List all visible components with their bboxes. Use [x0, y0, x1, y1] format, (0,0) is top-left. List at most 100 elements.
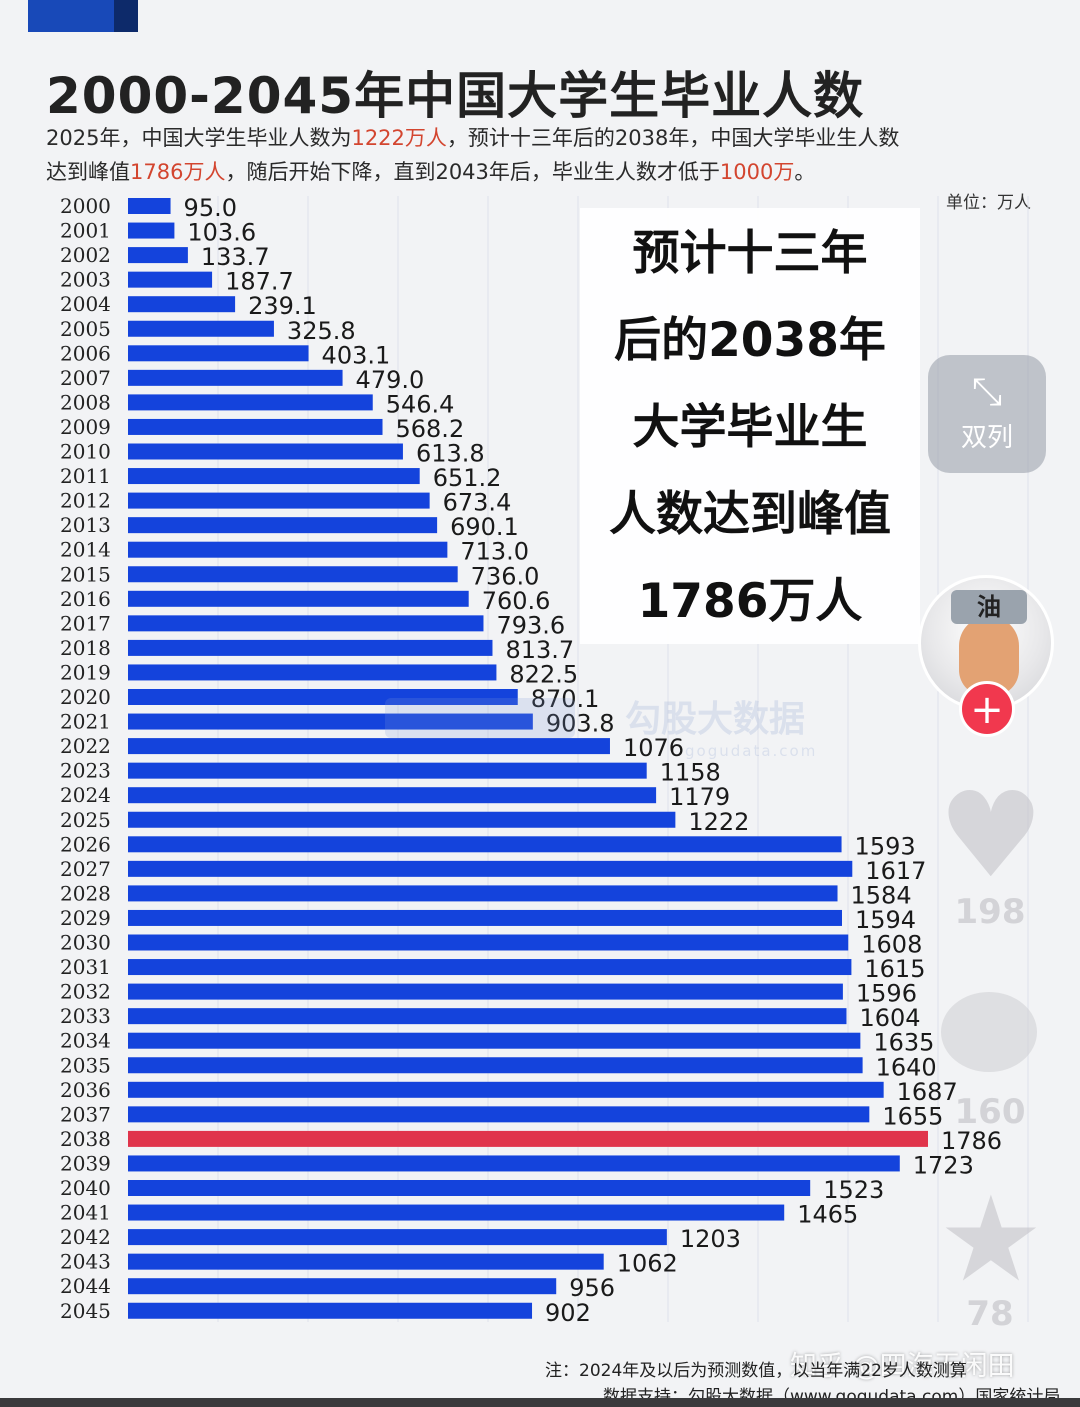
year-tick-label: 2019	[60, 660, 111, 684]
bar	[128, 983, 843, 1000]
bar-value-label: 690.1	[450, 513, 519, 541]
year-tick-label: 2026	[60, 832, 111, 856]
bar	[128, 1302, 533, 1319]
watermark-logo	[385, 698, 575, 738]
bar-value-label: 546.4	[386, 390, 455, 418]
comment-count: 160	[954, 1092, 1026, 1132]
year-tick-label: 2001	[60, 219, 111, 243]
bar-value-label: 1179	[669, 783, 730, 811]
year-tick-label: 2041	[60, 1201, 111, 1225]
bar-value-label: 1723	[913, 1151, 974, 1179]
bar	[128, 1057, 863, 1074]
year-tick-label: 2011	[60, 464, 111, 488]
bar	[128, 1106, 870, 1123]
watermark: 勾股大数据 gogudata.com	[385, 690, 817, 760]
year-tick-label: 2016	[60, 587, 111, 611]
bar-value-label: 1608	[861, 931, 922, 959]
year-tick-label: 2009	[60, 415, 111, 439]
year-tick-label: 2045	[60, 1299, 111, 1323]
bar	[128, 885, 838, 902]
bar-value-label: 1593	[855, 832, 916, 860]
year-tick-label: 2003	[60, 268, 111, 292]
page-title: 2000-2045年中国大学生毕业人数	[46, 67, 865, 125]
bar-value-label: 902	[545, 1299, 591, 1327]
bar-value-label: 673.4	[443, 489, 512, 517]
bar	[128, 1229, 667, 1246]
callout-line: 大学毕业生	[632, 400, 868, 455]
bar-value-label: 1635	[873, 1029, 934, 1057]
year-tick-label: 2006	[60, 341, 111, 365]
subtitle-text: 达到峰值	[46, 160, 130, 184]
watermark-url: gogudata.com	[685, 742, 818, 760]
subtitle-highlight: 1786万人	[130, 160, 226, 184]
subtitle-highlight: 1222万人	[351, 126, 447, 150]
subtitle-text: ，随后开始下降，直到2043年后，毕业生人数才低于	[225, 160, 720, 184]
year-tick-label: 2037	[60, 1102, 111, 1126]
bar-value-label: 1222	[688, 808, 749, 836]
subtitle-text: 。	[794, 160, 816, 184]
year-tick-label: 2035	[60, 1053, 111, 1077]
dual-column-label: 双列	[960, 423, 1013, 453]
bar	[128, 934, 849, 951]
year-tick-label: 2012	[60, 489, 111, 513]
bar-value-label: 713.0	[460, 538, 529, 566]
avatar-headband: 油	[951, 590, 1027, 624]
year-tick-label: 2021	[60, 710, 111, 734]
heart-icon[interactable]: ♥	[938, 766, 1044, 904]
subtitle-line-2: 达到峰值1786万人，随后开始下降，直到2043年后，毕业生人数才低于1000万…	[46, 156, 815, 186]
year-tick-label: 2034	[60, 1029, 111, 1053]
favorite-count: 78	[966, 1294, 1014, 1334]
bar-value-label: 870.1	[531, 685, 600, 713]
callout-line: 1786万人	[637, 574, 863, 629]
bar-value-label: 479.0	[356, 366, 425, 394]
bottom-bar	[0, 1398, 1080, 1407]
bar	[128, 443, 403, 460]
dual-column-button[interactable]: ⤡ 双列	[928, 355, 1046, 473]
year-tick-label: 2032	[60, 980, 111, 1004]
callout-box: 预计十三年 后的2038年 大学毕业生 人数达到峰值 1786万人	[580, 208, 920, 644]
year-tick-label: 2002	[60, 243, 111, 267]
bar	[128, 909, 842, 926]
year-tick-label: 2007	[60, 366, 111, 390]
bar	[128, 198, 171, 214]
bar	[128, 762, 647, 779]
bar	[128, 1008, 847, 1025]
year-tick-label: 2031	[60, 955, 111, 979]
bar-value-label: 1158	[660, 759, 721, 787]
star-icon[interactable]: ★	[938, 1170, 1044, 1308]
watermark-text: 勾股大数据	[625, 699, 806, 740]
bar-value-label: 1584	[851, 881, 912, 909]
bar-value-label: 651.2	[433, 464, 502, 492]
bar	[128, 517, 438, 534]
comment-icon[interactable]	[941, 992, 1037, 1072]
bar-value-label: 187.7	[225, 268, 294, 296]
year-tick-label: 2010	[60, 440, 111, 464]
bar-value-label: 1076	[623, 734, 684, 762]
year-tick-label: 2004	[60, 292, 111, 316]
bar-value-label: 1617	[865, 857, 926, 885]
follow-button[interactable]: +	[959, 681, 1015, 737]
bar-value-label: 95.0	[184, 194, 237, 222]
bar-value-label: 1655	[882, 1102, 943, 1130]
unit-label: 单位：万人	[946, 193, 1031, 213]
year-tick-label: 2027	[60, 857, 111, 881]
year-tick-label: 2040	[60, 1176, 111, 1200]
year-tick-label: 2014	[60, 538, 111, 562]
bar-value-label: 760.6	[482, 587, 551, 615]
bar-value-label: 1604	[859, 1004, 920, 1032]
bar-value-label: 1640	[876, 1053, 937, 1081]
bar-value-label: 903.8	[546, 710, 615, 738]
bar	[128, 271, 213, 288]
bar	[128, 1253, 604, 1270]
bar-value-label: 822.5	[509, 660, 578, 688]
bar	[128, 1180, 811, 1196]
bar	[128, 689, 518, 705]
bar	[128, 369, 343, 386]
collapse-arrows-icon: ⤡	[971, 369, 1003, 413]
year-tick-label: 2025	[60, 808, 111, 832]
year-tick-label: 2029	[60, 906, 111, 930]
year-tick-label: 2015	[60, 562, 111, 586]
bar	[128, 713, 533, 730]
platform-watermark: 知乎 @四海无闲田	[790, 1351, 1015, 1382]
subtitle-highlight: 1000万	[719, 160, 795, 184]
